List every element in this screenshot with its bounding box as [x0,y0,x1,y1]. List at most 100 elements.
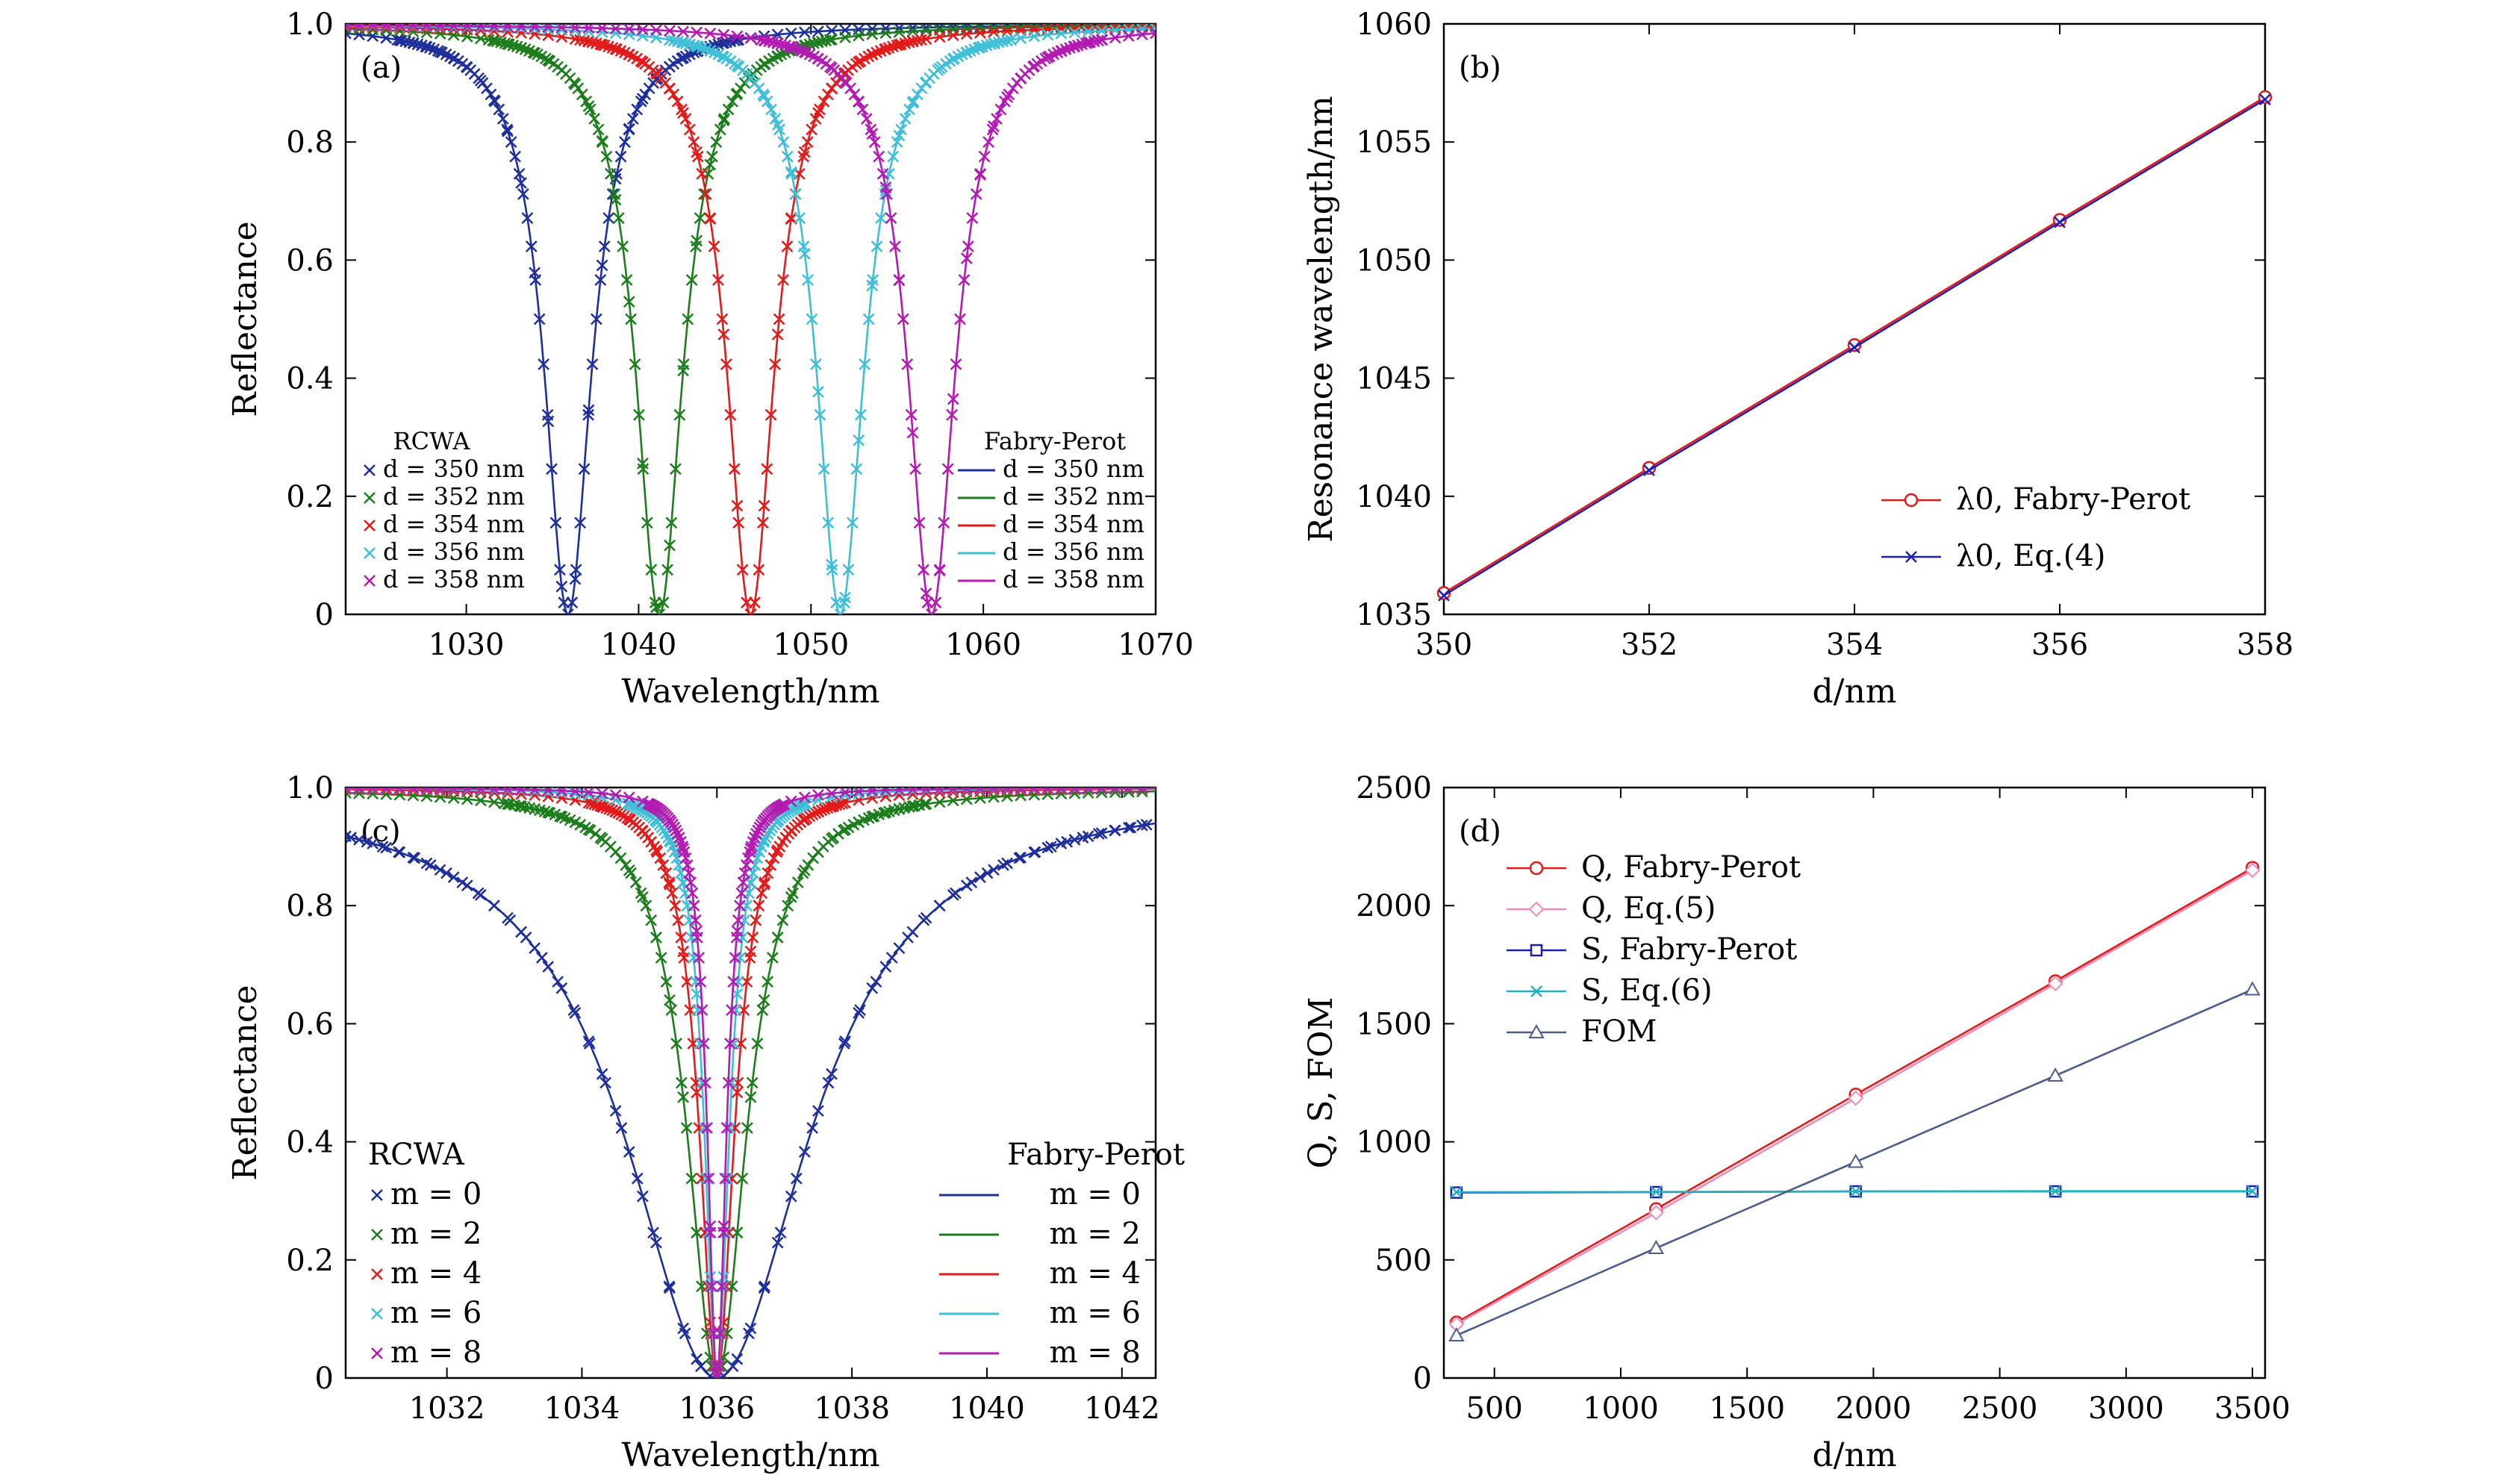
marker-x [790,1172,803,1185]
marker-x [789,188,802,200]
marker-x [650,24,662,37]
marker-x [721,1172,734,1185]
marker-x [866,24,879,35]
marker-x [474,24,487,33]
x-axis-label: Wavelength/nm [621,1436,879,1474]
marker-x [485,88,497,101]
y-tick-label: 1040 [1356,480,1432,514]
marker-x [529,274,542,286]
marker-x [1028,788,1041,794]
marker-x [950,358,962,370]
marker-x [918,914,930,926]
marker-x [617,240,629,253]
marker-x [723,1038,736,1050]
marker-x [685,1172,698,1185]
marker-x [592,123,605,136]
marker-x [635,96,647,107]
marker-x [671,828,684,840]
legend-fp-title: Fabry-Perot [1007,1138,1185,1172]
marker-x [546,463,558,476]
marker-x [620,859,632,871]
marker-x [2049,1185,2061,1197]
marker-x [668,821,681,834]
marker-x [1056,45,1068,57]
marker-x [1122,788,1135,794]
marker-x [666,887,679,900]
marker-x [753,564,765,576]
marker-x [650,601,662,614]
marker-x [440,867,452,879]
marker-x [712,1360,725,1373]
marker-diamond [1848,1090,1864,1106]
marker-x [727,976,740,988]
marker-x [711,1372,723,1378]
marker-x [866,788,879,797]
marker-x [683,123,696,136]
marker-x [997,859,1009,871]
panel-b: 350 352 354 356 358 1035 1040 1045 1050 1055 1060 d… [1302,7,2293,711]
marker-x [625,867,637,879]
marker-x [542,24,555,36]
marker-triangle [1648,1239,1665,1254]
marker-x [700,43,712,55]
legend-rcwa-entry: m = 2 [390,1217,482,1251]
marker-x [488,96,501,107]
marker-x [791,43,804,55]
marker-x [714,1327,726,1340]
legend-rcwa-entry: d = 358 nm [383,565,525,593]
marker-x [834,608,847,614]
y-tick-label: 0.2 [286,1244,334,1278]
marker-x [574,517,587,529]
marker-x [771,28,784,41]
marker-x [798,1146,811,1158]
x-tick-label: 1030 [429,628,505,662]
marker-x [749,77,761,89]
marker-x [850,463,863,476]
marker-square [1530,944,1543,957]
y-axis-label: Reflectance [226,221,264,417]
marker-x [812,385,824,398]
marker-x [1122,24,1135,34]
marker-x [731,1086,744,1099]
marker-x [962,240,974,253]
marker-x [1059,43,1072,55]
marker-x [902,931,914,944]
marker-x [515,788,527,797]
marker-x [874,45,887,57]
marker-x [420,788,433,796]
marker-x [407,24,420,34]
marker-x [856,103,869,116]
marker-x [434,788,446,797]
marker-x [741,976,753,988]
marker-x [933,788,946,795]
marker-x [393,788,406,794]
marker-x [609,24,622,35]
marker-x [1001,25,1013,37]
marker-x [474,788,487,795]
marker-x [731,1226,744,1239]
marker-x [846,517,859,529]
marker-x [726,1004,738,1017]
marker-x [472,887,485,900]
marker-x [704,1280,717,1293]
marker-x [954,313,966,325]
y-tick-label: 1.0 [286,771,334,805]
marker-x [806,123,818,136]
marker-x [664,878,676,891]
marker-x [542,961,555,973]
marker-x [826,82,838,95]
marker-x [670,852,683,864]
marker-x [769,358,782,370]
marker-x [676,103,688,116]
marker-x [612,212,625,225]
marker-x [591,313,602,325]
marker-x [933,31,946,43]
marker-x [881,188,893,200]
marker-x [988,24,1000,33]
marker-x [488,24,500,34]
marker-x [812,25,824,37]
marker-x [912,88,923,101]
marker-x [423,42,436,54]
y-tick-label: 0 [315,598,334,632]
marker-x [645,914,658,926]
